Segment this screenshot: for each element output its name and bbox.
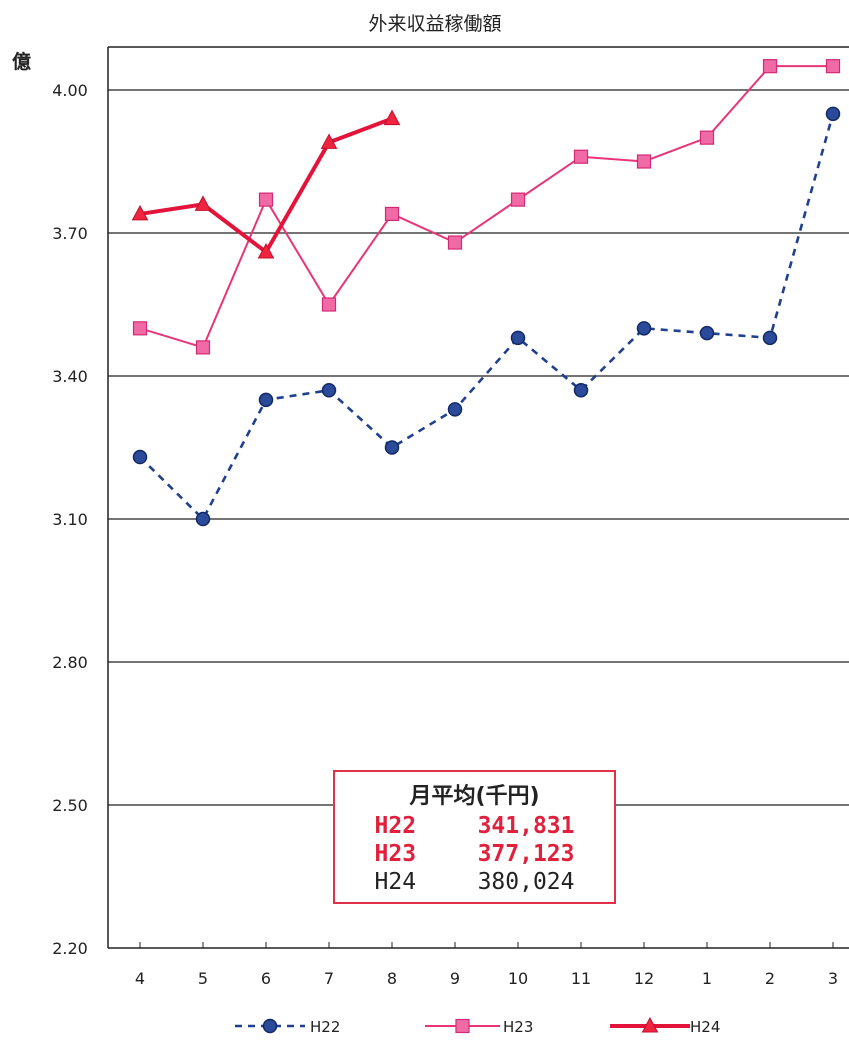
average-label: H22 xyxy=(374,813,417,839)
data-point-h22 xyxy=(447,402,463,417)
x-tick-label: 1 xyxy=(702,969,712,988)
series-line-h23 xyxy=(139,65,833,349)
average-label: H24 xyxy=(374,869,417,895)
x-tick-label: 4 xyxy=(135,969,145,988)
data-point-h23 xyxy=(573,149,589,164)
data-point-h23 xyxy=(321,297,337,312)
series-layer xyxy=(131,59,841,527)
data-point-h22 xyxy=(258,392,274,408)
monthly-average-box: 月平均(千円) H22 341,831 H23 377,123 H24 380,… xyxy=(333,770,616,904)
x-tick-label: 8 xyxy=(387,969,397,988)
y-tick-label: 2.20 xyxy=(52,939,88,958)
data-point-h22 xyxy=(321,383,337,398)
data-point-h22 xyxy=(636,321,652,336)
legend-item-h24: H24 xyxy=(610,1016,720,1036)
data-point-h22 xyxy=(195,511,211,527)
data-point-h22 xyxy=(384,440,400,455)
data-point-h22 xyxy=(510,330,526,346)
data-point-h24 xyxy=(383,109,401,126)
data-point-h23 xyxy=(636,154,652,169)
x-tick-label: 3 xyxy=(828,969,838,988)
x-tick-label: 2 xyxy=(765,969,775,988)
x-tick-label: 11 xyxy=(571,969,591,988)
legend-label: H24 xyxy=(690,1018,720,1036)
y-tick-label: 2.80 xyxy=(52,653,88,672)
legend-item-h22: H22 xyxy=(235,1018,340,1036)
monthly-average-title: 月平均(千円) xyxy=(409,784,540,809)
x-tick-label: 5 xyxy=(198,969,208,988)
average-label: H23 xyxy=(374,841,417,867)
data-point-h24 xyxy=(320,133,338,149)
chart-title: 外来収益稼働額 xyxy=(368,13,501,35)
data-point-h23 xyxy=(384,206,400,222)
data-point-h24 xyxy=(257,243,275,259)
y-tick-label: 3.10 xyxy=(52,510,88,529)
y-tick-label: 3.40 xyxy=(52,367,88,386)
data-point-h23 xyxy=(825,59,841,74)
legend-marker xyxy=(455,1018,470,1034)
y-tick-label: 3.70 xyxy=(52,224,88,243)
legend: H22 H23 H24 xyxy=(235,1016,720,1036)
legend-marker xyxy=(641,1016,659,1033)
average-value: 380,024 xyxy=(477,869,575,895)
x-tick-label: 9 xyxy=(450,969,460,988)
legend-label: H23 xyxy=(503,1018,533,1036)
average-row-h24: H24 380,024 xyxy=(375,868,575,896)
legend-label: H22 xyxy=(310,1018,340,1036)
x-tick-label: 12 xyxy=(634,969,654,988)
data-point-h23 xyxy=(132,321,148,336)
series-line-h22 xyxy=(139,113,835,522)
data-point-h23 xyxy=(258,192,274,207)
series-h23 xyxy=(132,59,841,355)
data-point-h23 xyxy=(195,340,211,355)
data-point-h24 xyxy=(194,195,212,211)
y-axis-unit-label: 億 xyxy=(12,50,31,73)
data-point-h22 xyxy=(825,106,841,122)
average-value: 377,123 xyxy=(477,841,575,867)
data-point-h23 xyxy=(447,235,463,250)
series-line-h24 xyxy=(139,116,393,256)
grid-lines xyxy=(108,89,849,806)
data-point-h23 xyxy=(762,59,778,74)
legend-marker xyxy=(262,1018,278,1034)
data-point-h22 xyxy=(573,383,589,398)
x-tick-label: 6 xyxy=(261,969,271,988)
data-point-h22 xyxy=(132,449,148,465)
data-point-h22 xyxy=(699,325,715,341)
data-point-h22 xyxy=(762,330,778,346)
series-h22 xyxy=(132,106,841,527)
data-point-h23 xyxy=(699,130,715,145)
average-row-h22: H22 341,831 xyxy=(375,812,575,840)
y-tick-label: 2.50 xyxy=(52,796,88,815)
series-h24 xyxy=(131,109,401,259)
y-tick-label: 4.00 xyxy=(52,81,88,100)
average-value: 341,831 xyxy=(477,813,575,839)
legend-item-h23: H23 xyxy=(425,1018,533,1036)
data-point-h24 xyxy=(131,204,149,221)
x-tick-label: 10 xyxy=(508,969,528,988)
data-point-h23 xyxy=(510,192,526,207)
average-row-h23: H23 377,123 xyxy=(375,840,575,868)
axes: 2.202.502.803.103.403.704.004 5 6 7 8 9 10 11 12… xyxy=(52,46,849,988)
x-tick-label: 7 xyxy=(324,969,334,988)
